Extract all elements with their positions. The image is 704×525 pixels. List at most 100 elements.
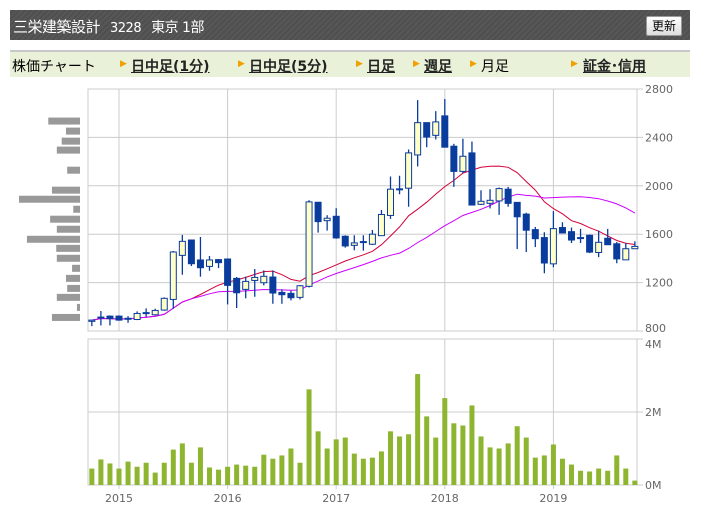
volume-bar [279, 455, 285, 485]
volume-profile-bar [56, 254, 80, 262]
volume-bar [559, 458, 565, 485]
candle-down [604, 237, 612, 246]
moving-average-line-24 [91, 193, 636, 321]
arrow-icon: ▶ [571, 59, 578, 69]
volume-bar [550, 444, 556, 485]
candle-down [613, 243, 621, 260]
volume-bar [378, 451, 384, 485]
candle-up [477, 200, 485, 205]
candle-up [350, 242, 358, 246]
volume-bar [415, 374, 421, 485]
nav-weekly[interactable]: 週足 [424, 59, 452, 75]
candle-up [631, 245, 639, 250]
volume-bar [632, 480, 638, 485]
volume-bar [442, 398, 448, 485]
volume-bar [152, 472, 158, 485]
volume-bar [288, 448, 294, 485]
volume-profile-bar [72, 264, 80, 272]
volume-profile-bar [26, 235, 80, 243]
year-label: 2016 [214, 492, 242, 505]
volume-bar [596, 468, 602, 485]
volume-bar [107, 463, 113, 485]
volume-bar [369, 457, 375, 485]
nav-5min[interactable]: 日中足(5分) [249, 59, 328, 75]
refresh-button[interactable]: 更新 [645, 16, 682, 36]
volume-bar [188, 462, 194, 485]
candle-down [187, 239, 195, 265]
candle-down [224, 258, 232, 286]
volume-bar [333, 439, 339, 485]
candle-down [577, 237, 585, 240]
volume-profile-bar [48, 117, 80, 125]
volume-bar [270, 458, 276, 485]
volume-bar [487, 447, 493, 485]
volume-bar [614, 455, 620, 485]
volume-bar [216, 469, 222, 485]
candle-up [405, 152, 413, 189]
candle-down [468, 152, 476, 206]
arrow-icon: ▶ [238, 59, 245, 69]
volume-bar [523, 437, 529, 485]
price-tick-label: 2800 [645, 83, 673, 96]
candle-down [332, 215, 340, 239]
volume-bar [207, 467, 212, 485]
candle-down [423, 122, 431, 138]
volume-bar [397, 436, 403, 485]
candle-up [296, 285, 304, 298]
volume-bar [505, 443, 511, 485]
candle-up [242, 280, 250, 290]
candle-down [586, 234, 594, 253]
stock-title: 三栄建築設計 3228 東京 1部 [13, 16, 204, 37]
candle-down [558, 227, 566, 234]
nav-1min[interactable]: 日中足(1分) [131, 59, 210, 75]
candle-down [504, 188, 512, 204]
candle-up [160, 297, 168, 311]
candle-up [432, 121, 440, 136]
volume-bar [469, 405, 475, 485]
volume-bar [351, 453, 357, 485]
volume-bar [460, 425, 466, 485]
volume-bar [116, 468, 122, 485]
volume-bar [433, 437, 439, 485]
volume-profile-bar [73, 205, 80, 213]
candle-up [169, 251, 177, 300]
nav-daily[interactable]: 日足 [367, 59, 395, 75]
arrow-icon: ▶ [413, 59, 420, 69]
volume-bar [297, 462, 303, 485]
candle-up [549, 228, 557, 265]
volume-bar [569, 464, 574, 485]
volume-profile-bar [67, 284, 80, 292]
volume-profile-bar [61, 137, 80, 145]
volume-bar [496, 448, 502, 485]
volume-bar [605, 470, 611, 485]
candle-up [142, 312, 150, 315]
candle-up [178, 240, 186, 256]
year-label: 2018 [431, 492, 459, 505]
price-tick-label: 800 [645, 322, 666, 335]
candle-down [568, 231, 575, 241]
volume-tick-label: 0M [645, 479, 662, 492]
year-label: 2017 [322, 492, 350, 505]
volume-bar [98, 459, 104, 485]
volume-tick-label: 4M [645, 338, 662, 351]
candle-down [522, 213, 530, 231]
candle-up [206, 259, 213, 267]
year-label: 2015 [105, 492, 133, 505]
candle-up [486, 199, 494, 204]
volume-tick-label: 2M [645, 406, 662, 419]
candle-up [133, 312, 141, 321]
volume-bar [197, 447, 203, 485]
candle-up [97, 316, 105, 319]
volume-bar [514, 426, 520, 485]
volume-bar [134, 466, 140, 485]
candle-up [151, 309, 159, 316]
price-tick-label: 2400 [645, 131, 673, 144]
volume-bar [261, 454, 267, 485]
candle-down [278, 291, 286, 296]
candle-up [495, 188, 503, 202]
candle-down [314, 201, 322, 223]
nav-margin[interactable]: 証金･信用 [583, 59, 646, 75]
volume-bar [360, 458, 366, 485]
volume-bar [623, 468, 629, 485]
volume-bar [388, 431, 393, 485]
